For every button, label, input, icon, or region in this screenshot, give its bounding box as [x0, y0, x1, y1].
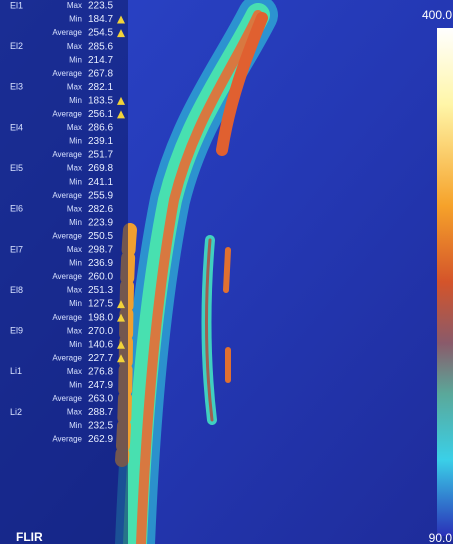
stat-label: Average — [52, 231, 82, 240]
warning-icon — [117, 15, 125, 24]
group-label: El2 — [10, 41, 23, 51]
group-label: El1 — [10, 0, 23, 10]
stat-value: 241.1 — [88, 177, 113, 188]
stat-value: 184.7 — [88, 14, 113, 25]
stat-value: 214.7 — [88, 55, 113, 66]
stat-value: 286.6 — [88, 123, 113, 134]
stat-value: 239.1 — [88, 136, 113, 147]
stat-value: 247.9 — [88, 380, 113, 391]
stat-value: 251.3 — [88, 285, 113, 296]
stat-label: Average — [52, 69, 82, 78]
stat-value: 254.5 — [88, 28, 113, 39]
stat-label: Average — [52, 394, 82, 403]
warning-icon — [117, 110, 125, 119]
warning-icon — [117, 340, 125, 349]
stat-value: 282.6 — [88, 204, 113, 215]
stat-label: Max — [67, 204, 82, 213]
stat-value: 127.5 — [88, 299, 113, 310]
stat-label: Average — [52, 353, 82, 362]
stat-value: 236.9 — [88, 258, 113, 269]
warning-icon — [117, 29, 125, 38]
stat-label: Max — [67, 123, 82, 132]
stat-value: 140.6 — [88, 339, 113, 350]
stat-value: 270.0 — [88, 326, 113, 337]
stat-label: Min — [69, 299, 82, 308]
warning-icon — [117, 300, 125, 309]
stat-value: 251.7 — [88, 150, 113, 161]
color-scale — [437, 28, 453, 536]
stat-value: 288.7 — [88, 407, 113, 418]
stat-label: Max — [67, 82, 82, 91]
stat-value: 298.7 — [88, 245, 113, 256]
stat-value: 227.7 — [88, 353, 113, 364]
measurement-panel — [0, 0, 128, 544]
stat-value: 285.6 — [88, 41, 113, 52]
stat-value: 282.1 — [88, 82, 113, 93]
stat-value: 269.8 — [88, 163, 113, 174]
stat-label: Min — [69, 381, 82, 390]
stat-value: 267.8 — [88, 68, 113, 79]
stat-label: Average — [52, 191, 82, 200]
stat-label: Min — [69, 340, 82, 349]
warning-icon — [117, 354, 125, 363]
group-label: El5 — [10, 163, 23, 173]
stat-value: 198.0 — [88, 312, 113, 323]
stat-label: Max — [67, 42, 82, 51]
stat-label: Max — [67, 408, 82, 417]
measurement-list: El1 Max 223.5 Min 184.7 Average 254.5 El2 Max 285… — [10, 0, 125, 445]
stat-value: 223.9 — [88, 217, 113, 228]
stat-label: Max — [67, 245, 82, 254]
group-label: El7 — [10, 244, 23, 254]
group-label: El6 — [10, 204, 23, 214]
stat-label: Average — [52, 313, 82, 322]
stat-value: 256.1 — [88, 109, 113, 120]
stat-value: 250.5 — [88, 231, 113, 242]
group-label: El4 — [10, 122, 23, 132]
stat-label: Min — [69, 137, 82, 146]
group-label: El9 — [10, 326, 23, 336]
stat-value: 263.0 — [88, 394, 113, 405]
stat-value: 276.8 — [88, 366, 113, 377]
stat-label: Max — [67, 286, 82, 295]
stat-value: 260.0 — [88, 272, 113, 283]
stat-label: Average — [52, 150, 82, 159]
scale-min: 90.0 — [429, 531, 453, 544]
stat-label: Max — [67, 1, 82, 10]
stat-value: 223.5 — [88, 1, 113, 12]
group-label: Li2 — [10, 407, 22, 417]
stat-label: Average — [52, 272, 82, 281]
stat-label: Max — [67, 164, 82, 173]
stat-value: 255.9 — [88, 190, 113, 201]
stat-label: Min — [69, 259, 82, 268]
stat-label: Max — [67, 367, 82, 376]
stat-value: 232.5 — [88, 421, 113, 432]
group-label: El3 — [10, 82, 23, 92]
warning-icon — [117, 96, 125, 105]
scale-max: 400.0 — [422, 8, 452, 22]
stat-label: Min — [69, 96, 82, 105]
stat-label: Min — [69, 421, 82, 430]
stat-label: Min — [69, 55, 82, 64]
stat-value: 262.9 — [88, 434, 113, 445]
stat-label: Average — [52, 110, 82, 119]
stat-label: Average — [52, 435, 82, 444]
stat-label: Max — [67, 326, 82, 335]
warning-icon — [117, 313, 125, 322]
group-label: Li1 — [10, 366, 22, 376]
group-label: El8 — [10, 285, 23, 295]
stat-value: 183.5 — [88, 95, 113, 106]
stat-label: Min — [69, 218, 82, 227]
logo: FLIR — [16, 530, 43, 544]
stat-label: Average — [52, 28, 82, 37]
stat-label: Min — [69, 15, 82, 24]
stat-label: Min — [69, 177, 82, 186]
